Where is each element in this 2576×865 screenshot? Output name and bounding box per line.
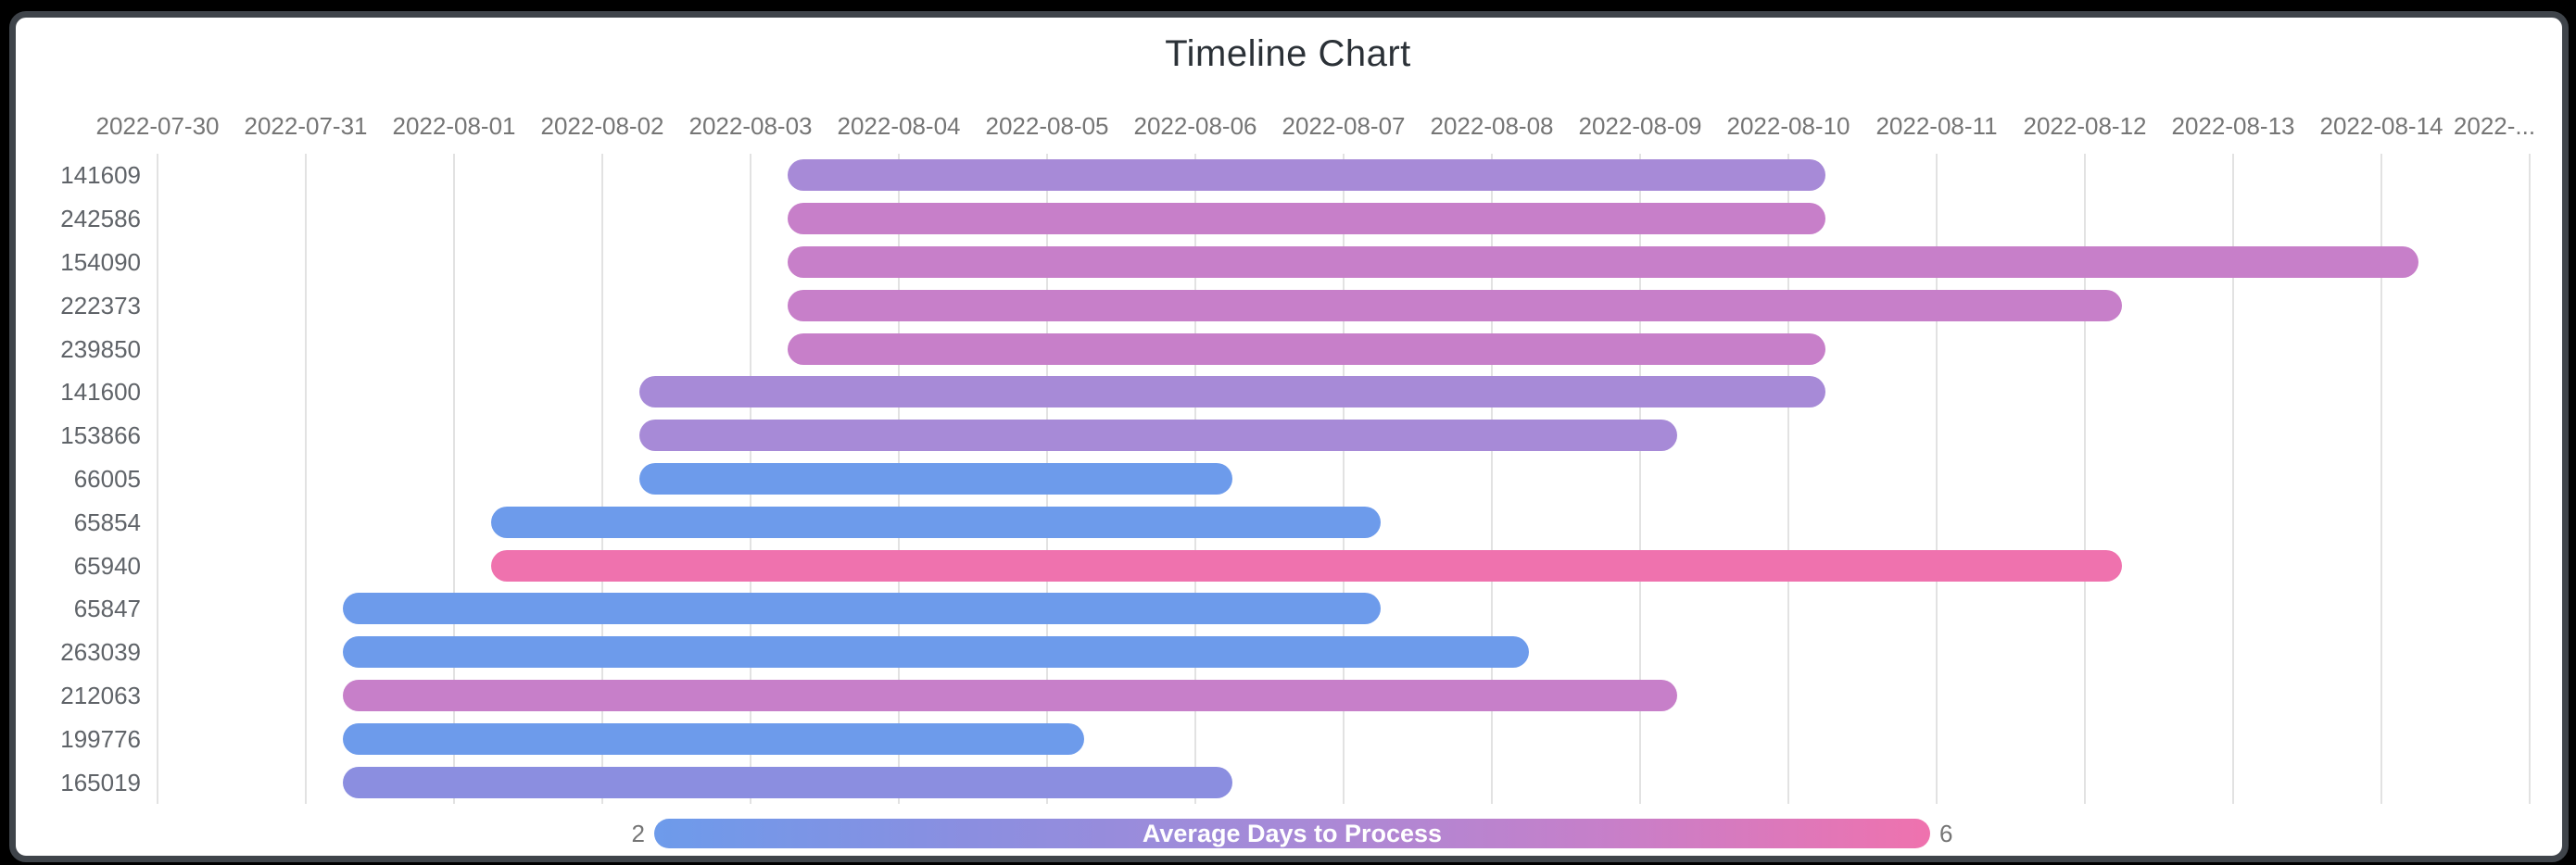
grid-line [453, 154, 455, 804]
x-axis-tick-label: 2022-08-10 [1726, 112, 1850, 140]
timeline-bar-153866[interactable] [639, 420, 1677, 452]
row-label-222373: 222373 [60, 291, 141, 320]
x-axis-tick-label: 2022-08-05 [985, 112, 1109, 140]
timeline-bar-154090[interactable] [788, 246, 2418, 278]
grid-line [2232, 154, 2234, 804]
timeline-bar-239850[interactable] [788, 332, 1825, 365]
x-axis-tick-label: 2022-08-08 [1430, 112, 1554, 140]
x-axis-tick-label: 2022-08-06 [1133, 112, 1257, 140]
x-axis-tick-label: 2022-08-04 [837, 112, 961, 140]
grid-line [601, 154, 603, 804]
x-axis-tick-label: 2022-08-12 [2023, 112, 2147, 140]
row-label-212063: 212063 [60, 682, 141, 709]
x-axis-tick-label: 2022-08-02 [540, 112, 664, 140]
timeline-bar-212063[interactable] [343, 680, 1677, 711]
timeline-bar-141600[interactable] [639, 376, 1825, 408]
x-axis-tick-label: 2022-08-13 [2171, 112, 2295, 140]
timeline-bar-199776[interactable] [343, 722, 1084, 755]
x-axis-tick-label: 2022-08-07 [1282, 112, 1406, 140]
row-label-153866: 153866 [60, 421, 141, 450]
timeline-bar-263039[interactable] [343, 636, 1529, 669]
row-label-263039: 263039 [60, 638, 141, 667]
grid-line [1343, 154, 1345, 804]
timeline-bar-141609[interactable] [788, 159, 1825, 192]
row-label-65940: 65940 [73, 551, 141, 580]
grid-line [157, 154, 158, 804]
timeline-bar-65940[interactable] [491, 549, 2122, 582]
row-label-65847: 65847 [73, 595, 141, 623]
row-label-141609: 141609 [60, 161, 141, 190]
row-label-154090: 154090 [60, 248, 141, 276]
x-axis-tick-label: 2022-08-14 [2319, 112, 2443, 140]
grid-line [2084, 154, 2086, 804]
row-label-165019: 165019 [60, 768, 141, 796]
timeline-bar-242586[interactable] [788, 203, 1825, 235]
x-axis-tick-label: 2022-08-01 [392, 112, 516, 140]
timeline-bar-222373[interactable] [788, 289, 2122, 321]
timeline-bar-65847[interactable] [343, 593, 1381, 625]
grid-line [305, 154, 307, 804]
row-label-141600: 141600 [60, 378, 141, 407]
grid-line [1936, 154, 1938, 804]
row-label-199776: 199776 [60, 724, 141, 753]
grid-line [2380, 154, 2382, 804]
row-label-65854: 65854 [73, 508, 141, 536]
timeline-bar-66005[interactable] [639, 463, 1232, 495]
x-axis-tick-label: 2022-08-11 [1875, 112, 1998, 140]
row-label-239850: 239850 [60, 334, 141, 363]
x-axis-tick-label: 2022-07-31 [244, 112, 368, 140]
x-axis-tick-label: 2022-08-09 [1578, 112, 1702, 140]
grid-line [2529, 154, 2531, 804]
chart-title: Timeline Chart [1165, 33, 1411, 74]
timeline-bar-165019[interactable] [343, 766, 1232, 798]
row-label-242586: 242586 [60, 205, 141, 233]
x-axis-tick-label: 2022-08-03 [688, 112, 813, 140]
grid-line [1491, 154, 1493, 804]
grid-line [1639, 154, 1641, 804]
row-label-66005: 66005 [73, 465, 141, 493]
grid-line [1787, 154, 1789, 804]
x-axis-tick-label: 2022-07-30 [95, 112, 220, 140]
timeline-bar-65854[interactable] [491, 506, 1381, 538]
x-axis-tick-label: 2022-... [2453, 112, 2536, 140]
